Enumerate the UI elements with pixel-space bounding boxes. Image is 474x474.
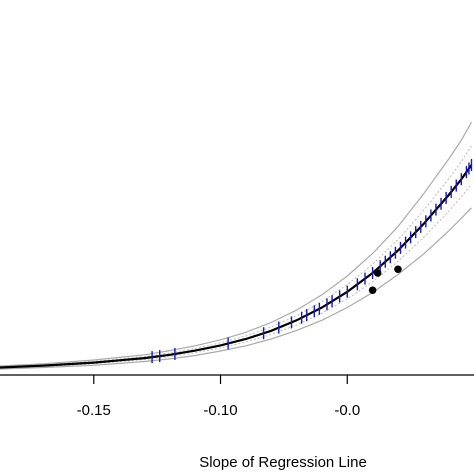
band-lower xyxy=(0,207,472,370)
band-inner-lower xyxy=(0,183,472,369)
data-point xyxy=(373,269,382,277)
x-tick-label: -0.0 xyxy=(334,402,360,419)
plot-area xyxy=(0,121,473,370)
band-upper xyxy=(0,121,473,367)
data-point xyxy=(394,265,402,274)
x-axis: -0.15 -0.10 -0.0 xyxy=(0,374,474,419)
data-point xyxy=(368,286,377,295)
x-tick-label: -0.10 xyxy=(203,402,237,419)
fit-line xyxy=(0,164,473,369)
x-tick-label: -0.15 xyxy=(77,402,111,419)
x-axis-label: Slope of Regression Line xyxy=(199,454,367,471)
band-inner-upper xyxy=(0,145,472,368)
